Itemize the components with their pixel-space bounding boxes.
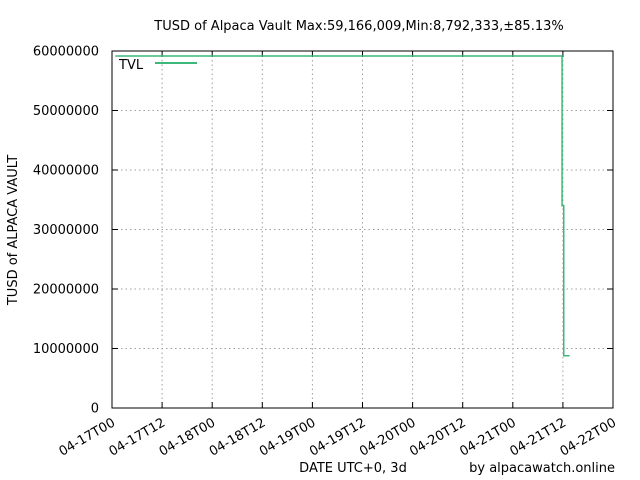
series-layer [115,55,570,357]
y-tick-label: 10000000 [33,342,99,357]
x-tick-label: 04-19T12 [307,415,368,459]
x-tick-label: 04-18T12 [207,415,268,459]
y-axis-label: TUSD of ALPACA VAULT [6,155,21,306]
y-tick-label: 0 [91,402,99,417]
x-tick-label: 04-17T00 [57,415,118,459]
y-tick-label: 20000000 [33,283,99,298]
y-tick-label: 60000000 [33,45,99,60]
chart-title: TUSD of Alpaca Vault Max:59,166,009,Min:… [153,19,563,34]
x-tick-label: 04-21T12 [507,415,568,459]
x-tick-label: 04-17T12 [107,415,168,459]
legend-label: TVL [118,58,144,73]
x-tick-label: 04-18T00 [157,415,218,459]
ticks [111,50,614,409]
credit-label: by alpacawatch.online [469,461,615,476]
x-tick-label: 04-22T00 [558,415,619,459]
y-tick-label: 50000000 [33,104,99,119]
x-tick-label: 04-20T00 [357,415,418,459]
x-tick-label: 04-20T12 [407,415,468,459]
x-axis-label: DATE UTC+0, 3d [299,461,407,476]
series-line-tvl [115,55,570,357]
grid [112,51,613,408]
x-tick-label: 04-19T00 [257,415,318,459]
x-tick-label: 04-21T00 [457,415,518,459]
x-tick-labels: 04-17T0004-17T1204-18T0004-18T1204-19T00… [57,415,619,459]
plot-frame [111,50,614,409]
y-tick-labels: 0 10000000 20000000 30000000 40000000 5000000… [33,45,99,417]
legend: TVL [118,58,197,73]
y-tick-label: 30000000 [33,223,99,238]
y-tick-label: 40000000 [33,164,99,179]
